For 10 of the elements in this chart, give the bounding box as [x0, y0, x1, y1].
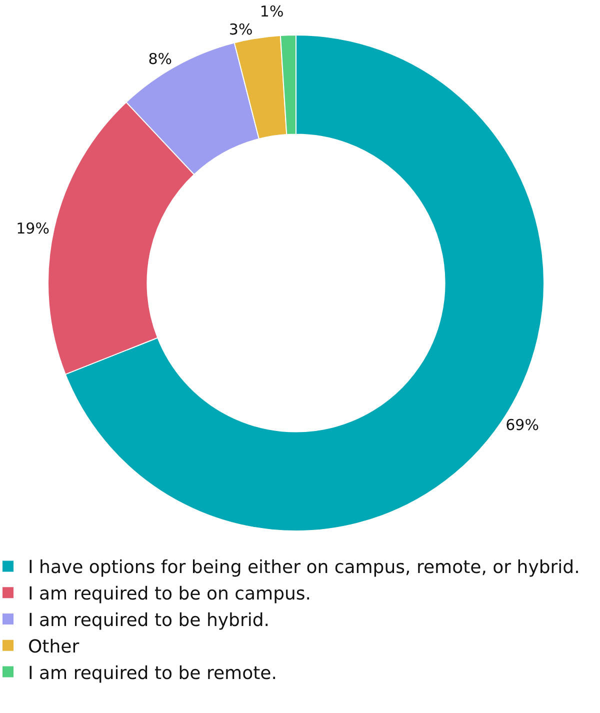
data-label: 19%: [16, 219, 50, 238]
data-label: 69%: [506, 416, 539, 434]
legend-label: I have options for being either on campus, remote, or hybrid.: [28, 557, 580, 578]
data-label: 3%: [228, 20, 253, 38]
legend-label: Other: [28, 636, 80, 658]
legend-label: I am required to be hybrid.: [28, 610, 270, 632]
legend-label: I am required to be remote.: [28, 662, 277, 684]
legend-label: I am required to be on campus.: [28, 584, 312, 605]
data-label: 1%: [260, 2, 284, 20]
data-label: 8%: [148, 50, 172, 68]
